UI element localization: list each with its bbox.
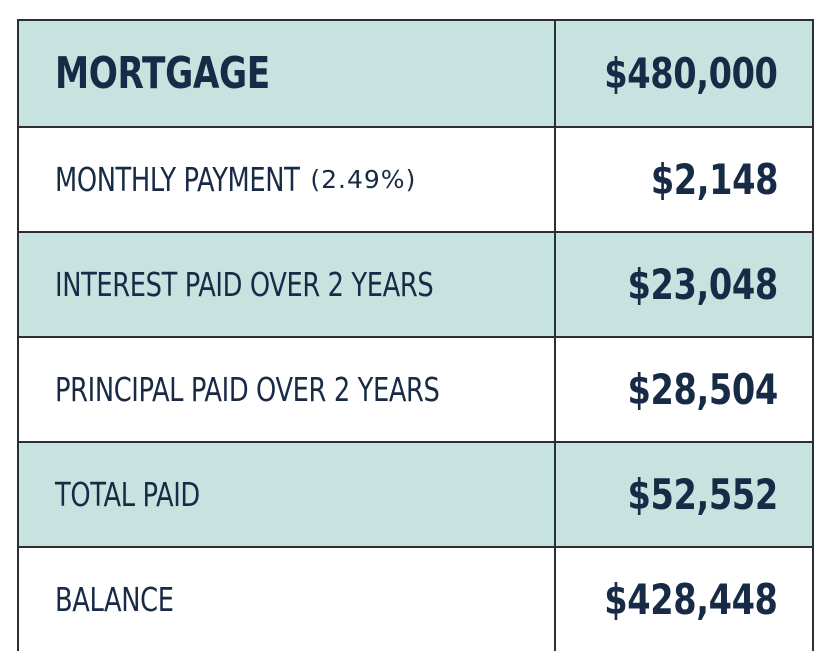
row-value-cell: $480,000	[556, 21, 812, 126]
table-row-mortgage: MORTGAGE $480,000	[19, 21, 812, 126]
table-row-monthly-payment: MONTHLY PAYMENT (2.49%) $2,148	[19, 126, 812, 231]
row-label-cell: MONTHLY PAYMENT (2.49%)	[19, 128, 556, 231]
row-label: PRINCIPAL PAID OVER 2 YEARS	[55, 370, 440, 409]
row-label: TOTAL PAID	[55, 475, 200, 514]
row-value-cell: $52,552	[556, 443, 812, 546]
row-value: $28,504	[627, 365, 779, 414]
row-label: MORTGAGE	[55, 48, 270, 99]
row-label-cell: TOTAL PAID	[19, 443, 556, 546]
row-label: MONTHLY PAYMENT	[55, 160, 300, 199]
row-value: $23,048	[627, 260, 779, 309]
table-row-principal-paid: PRINCIPAL PAID OVER 2 YEARS $28,504	[19, 336, 812, 441]
row-value-cell: $28,504	[556, 338, 812, 441]
row-label-cell: PRINCIPAL PAID OVER 2 YEARS	[19, 338, 556, 441]
row-label: INTEREST PAID OVER 2 YEARS	[55, 265, 434, 304]
row-value: $428,448	[604, 575, 779, 624]
row-value-cell: $2,148	[556, 128, 812, 231]
row-value-cell: $428,448	[556, 548, 812, 651]
table-row-interest-paid: INTEREST PAID OVER 2 YEARS $23,048	[19, 231, 812, 336]
table-row-balance: BALANCE $428,448	[19, 546, 812, 651]
row-value: $2,148	[650, 155, 779, 204]
row-label-cell: MORTGAGE	[19, 21, 556, 126]
row-label-note: (2.49%)	[310, 165, 417, 194]
mortgage-summary-table: MORTGAGE $480,000 MONTHLY PAYMENT (2.49%…	[17, 19, 814, 651]
row-label-cell: BALANCE	[19, 548, 556, 651]
row-value: $480,000	[604, 49, 779, 98]
row-value-cell: $23,048	[556, 233, 812, 336]
row-label-cell: INTEREST PAID OVER 2 YEARS	[19, 233, 556, 336]
row-value: $52,552	[627, 470, 779, 519]
row-label: BALANCE	[55, 580, 174, 619]
table-row-total-paid: TOTAL PAID $52,552	[19, 441, 812, 546]
